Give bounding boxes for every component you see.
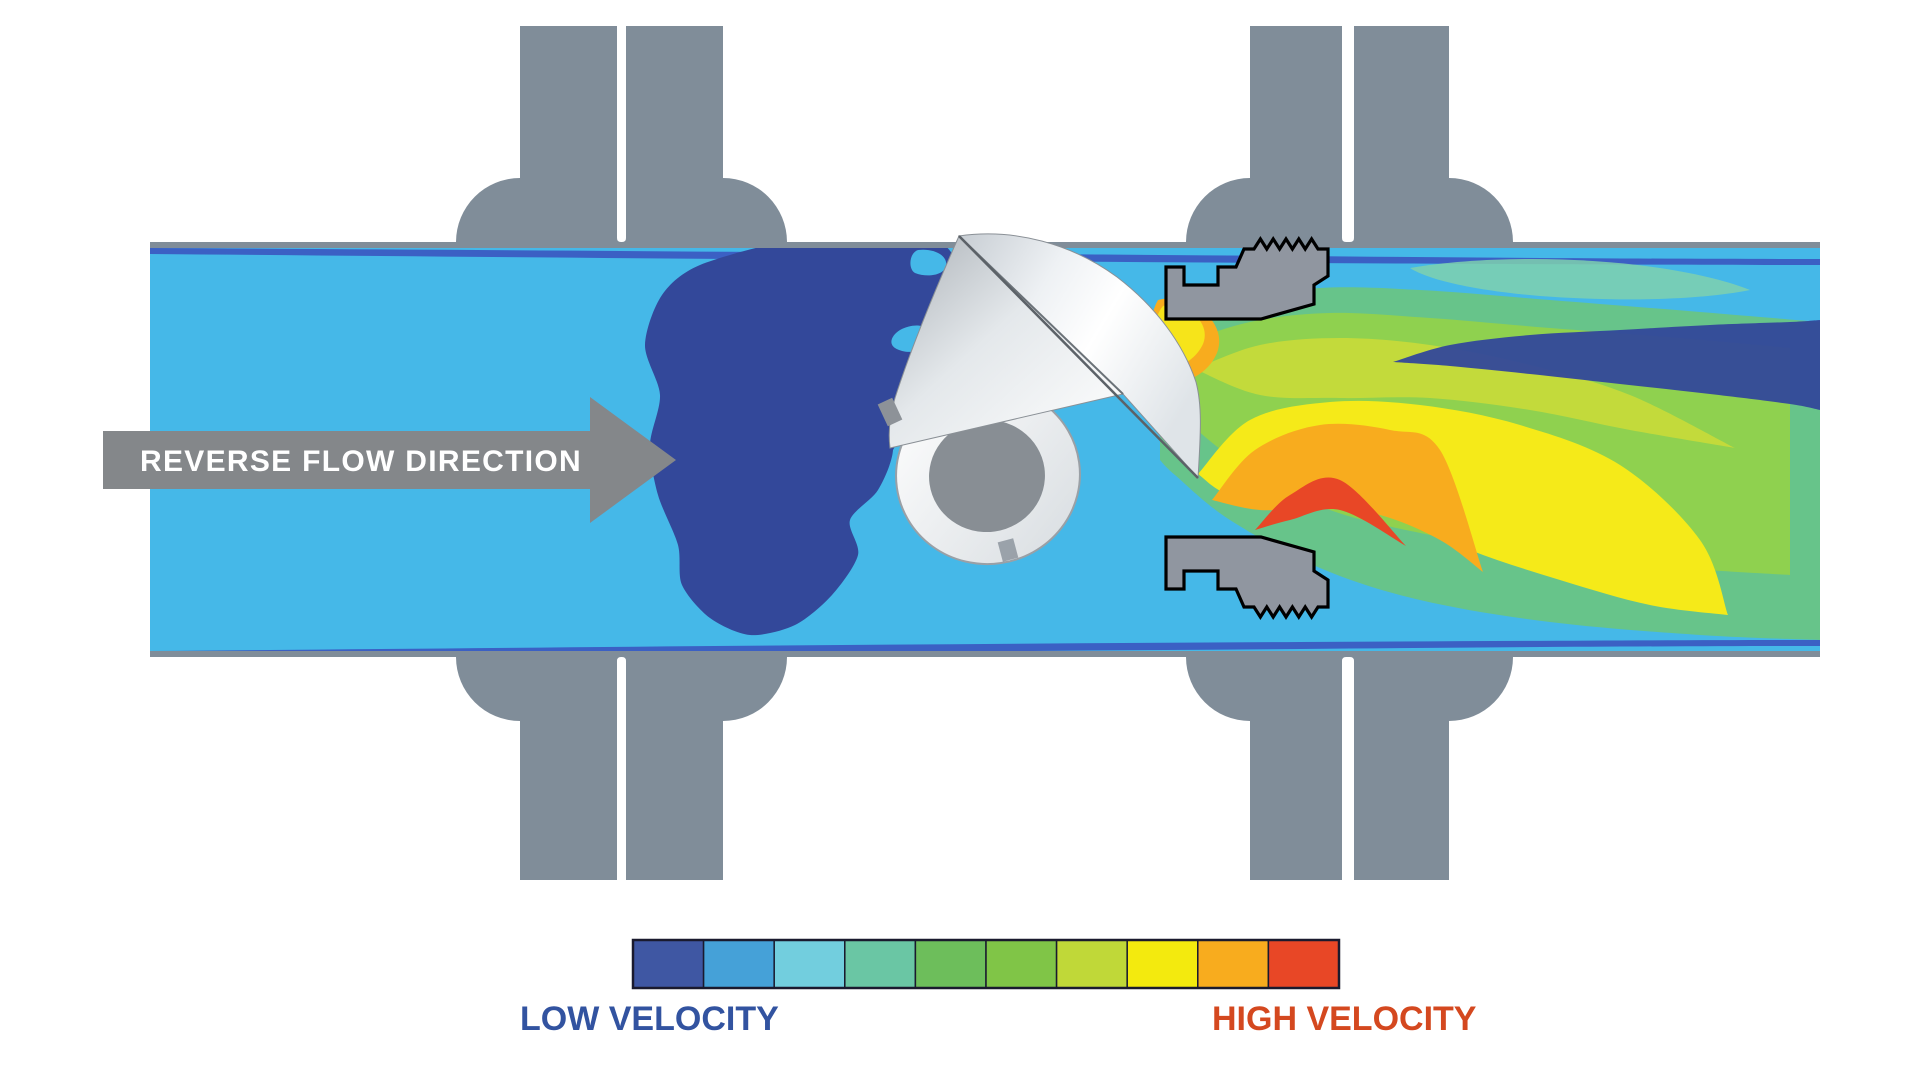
svg-text:REVERSE FLOW DIRECTION: REVERSE FLOW DIRECTION [140, 445, 582, 478]
svg-text:LOW VELOCITY: LOW VELOCITY [520, 1000, 779, 1038]
svg-text:HIGH VELOCITY: HIGH VELOCITY [1212, 1000, 1477, 1038]
